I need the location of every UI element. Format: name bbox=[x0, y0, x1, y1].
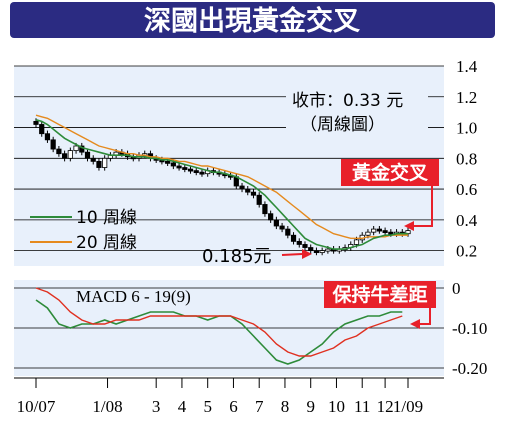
title-bar bbox=[10, 2, 495, 38]
macd-title: MACD 6 - 19(9) bbox=[76, 287, 191, 306]
x-tick-label: 7 bbox=[255, 397, 264, 416]
x-tick-label: 1/09 bbox=[393, 397, 423, 416]
candle-body bbox=[62, 153, 68, 159]
callout-cross-text: 黃金交叉 bbox=[352, 161, 429, 184]
candle-body bbox=[365, 231, 371, 236]
legend-ma10-label: 10 周線 bbox=[76, 208, 137, 228]
candle-body bbox=[290, 234, 297, 242]
candle-body bbox=[250, 191, 257, 196]
x-tick-label: 3 bbox=[152, 397, 161, 416]
price-tick-label: 0.4 bbox=[456, 211, 478, 230]
x-tick-label: 9 bbox=[306, 397, 315, 416]
candle-body bbox=[176, 165, 182, 169]
macd-tick-label: 0 bbox=[452, 279, 461, 298]
candle-body bbox=[245, 188, 251, 193]
candle-body bbox=[73, 145, 79, 152]
candle-body bbox=[44, 133, 51, 141]
candle-body bbox=[79, 145, 85, 153]
candle-body bbox=[182, 167, 188, 170]
candle-body bbox=[239, 185, 245, 190]
candle-body bbox=[268, 213, 274, 221]
ma20-line bbox=[35, 114, 408, 239]
x-tick-label: 10 bbox=[328, 397, 345, 416]
x-tick-label: 5 bbox=[203, 397, 212, 416]
price-note-backing bbox=[286, 86, 428, 136]
chart-title: 深國出現黃金交叉 bbox=[144, 5, 360, 37]
x-tick-label: 1/08 bbox=[92, 397, 122, 416]
candlestick-series bbox=[33, 118, 411, 256]
x-axis-ticks: 10/07 1/08 3 4 5 6 7 8 9 10 11 12 1/09 bbox=[17, 378, 423, 416]
x-tick-label: 6 bbox=[229, 397, 238, 416]
candle-body bbox=[256, 194, 262, 205]
candle-body bbox=[308, 247, 314, 252]
candle-body bbox=[388, 231, 394, 235]
candle-body bbox=[302, 244, 308, 248]
price-tick-label: 0.8 bbox=[456, 149, 477, 168]
macd-tick-label: -0.20 bbox=[452, 359, 487, 378]
candle-body bbox=[273, 219, 279, 227]
price-tick-label: 1.0 bbox=[456, 119, 477, 138]
candle-body bbox=[39, 124, 45, 135]
price-tick-label: 0.2 bbox=[456, 242, 477, 261]
candle-body bbox=[313, 250, 320, 254]
candle-body bbox=[67, 150, 73, 159]
legend: 10 周線 20 周線 bbox=[30, 208, 137, 253]
x-tick-label: 8 bbox=[281, 397, 290, 416]
candle-body bbox=[33, 120, 39, 125]
callout-macd-arrowhead bbox=[410, 319, 420, 329]
price-y-ticks: 1.4 1.2 1.0 0.8 0.6 0.4 0.2 bbox=[456, 57, 478, 261]
candle-body bbox=[353, 239, 360, 245]
candle-body bbox=[279, 225, 285, 230]
low-note-arrowhead bbox=[302, 249, 312, 259]
price-note-line2: （周線圖） bbox=[300, 115, 385, 135]
price-tick-label: 0.6 bbox=[456, 180, 477, 199]
callout-macd-arrow-line bbox=[418, 308, 431, 325]
macd-tick-label: -0.10 bbox=[452, 319, 487, 338]
candle-body bbox=[376, 228, 382, 232]
candle-body bbox=[84, 151, 91, 159]
candle-body bbox=[319, 250, 325, 254]
price-tick-label: 1.4 bbox=[456, 57, 478, 76]
candle-body bbox=[90, 157, 96, 162]
callout-cross-arrow-line bbox=[412, 186, 433, 227]
candle-body bbox=[325, 248, 331, 252]
x-tick-label: 12 bbox=[377, 397, 394, 416]
candle-body bbox=[199, 171, 205, 175]
ma10-line bbox=[35, 119, 408, 250]
candle-body bbox=[170, 162, 176, 167]
candle-body bbox=[193, 170, 199, 174]
candle-body bbox=[262, 204, 268, 215]
candle-body bbox=[56, 148, 62, 155]
low-note-arrow-line bbox=[281, 253, 303, 256]
callout-macd-text: 保持牛差距 bbox=[331, 283, 427, 306]
x-tick-label: 4 bbox=[178, 397, 187, 416]
callout-cross-box bbox=[341, 159, 439, 186]
candle-body bbox=[285, 228, 291, 236]
candle-body bbox=[371, 228, 377, 233]
candle-body bbox=[50, 139, 56, 150]
x-tick-label: 10/07 bbox=[17, 397, 56, 416]
macd-y-ticks: 0 -0.10 -0.20 bbox=[452, 279, 487, 378]
candle-body bbox=[382, 230, 388, 234]
macd-signal-line bbox=[35, 287, 403, 357]
price-tick-label: 1.2 bbox=[456, 88, 477, 107]
candle-body bbox=[96, 160, 102, 168]
callout-macd-box bbox=[324, 281, 436, 308]
candle-body bbox=[296, 240, 302, 245]
price-note-line1: 收市：0.33 元 bbox=[292, 91, 403, 111]
candle-body bbox=[102, 157, 108, 168]
x-tick-label: 11 bbox=[354, 397, 370, 416]
candle-body bbox=[165, 160, 171, 164]
callout-cross-arrowhead bbox=[404, 221, 414, 231]
candle-body bbox=[187, 168, 194, 172]
low-price-note: 0.185元 bbox=[202, 246, 272, 267]
legend-ma20-label: 20 周線 bbox=[76, 233, 137, 253]
